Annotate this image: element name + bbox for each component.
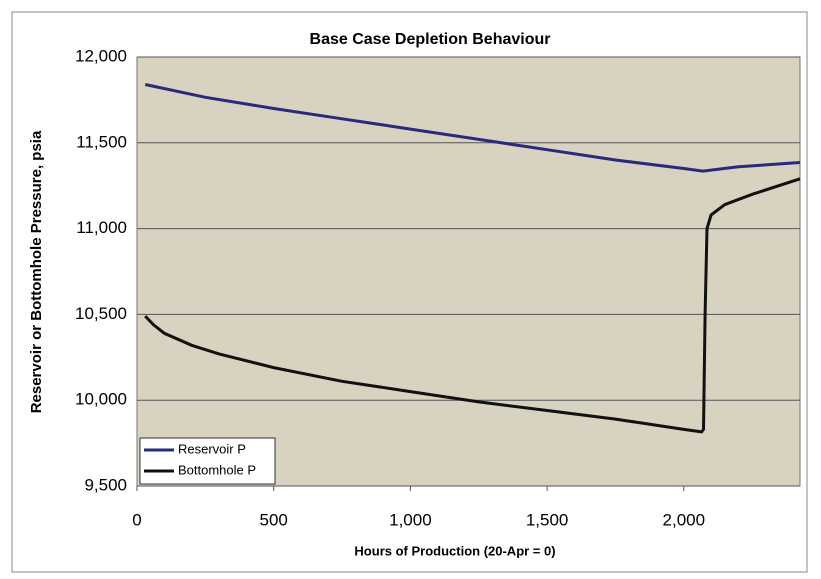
- legend-label: Reservoir P: [178, 441, 246, 456]
- x-tick-label: 500: [260, 510, 288, 529]
- chart-title: Base Case Depletion Behaviour: [310, 31, 551, 48]
- series-line: [144, 83, 801, 173]
- y-tick-label: 10,500: [75, 304, 127, 323]
- x-tick-label: 1,000: [389, 510, 432, 529]
- y-tick-label: 11,500: [76, 132, 127, 151]
- x-axis-label: Hours of Production (20-Apr = 0): [354, 543, 555, 558]
- x-tick-label: 2,000: [663, 510, 706, 529]
- x-tick-label: 0: [132, 510, 141, 529]
- series-line: [144, 177, 801, 434]
- x-tick-label: 1,500: [526, 510, 569, 529]
- y-tick-label: 11,000: [76, 218, 127, 237]
- legend-box: [139, 437, 276, 485]
- plot-area: [136, 56, 801, 487]
- y-tick-label: 12,000: [75, 46, 127, 65]
- y-axis-label: Reservoir or Bottomhole Pressure, psia: [28, 130, 45, 413]
- y-tick-label: 9,500: [84, 475, 127, 494]
- legend: Reservoir P Bottomhole P: [139, 437, 276, 485]
- y-tick-label: 10,000: [75, 390, 127, 409]
- legend-label: Bottomhole P: [178, 462, 256, 477]
